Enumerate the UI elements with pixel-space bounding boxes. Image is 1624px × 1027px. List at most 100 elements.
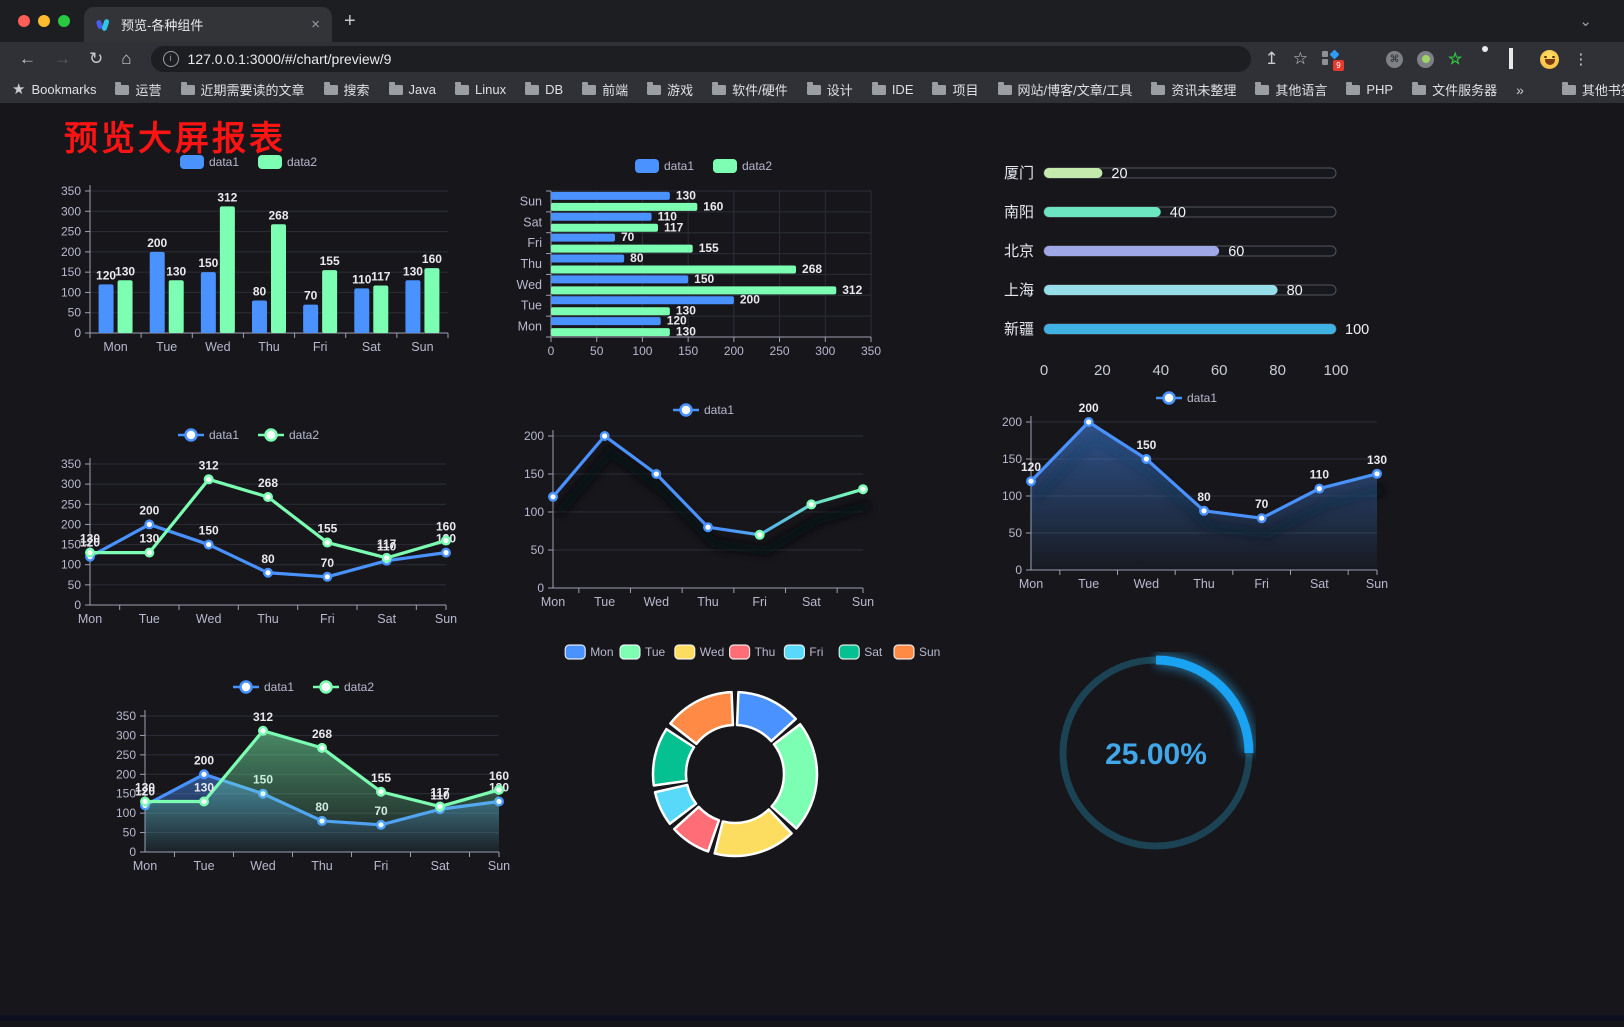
zoom-window-button[interactable]	[58, 15, 70, 27]
svg-text:Wed: Wed	[517, 278, 543, 292]
svg-text:80: 80	[261, 552, 275, 566]
bookmark-label: 网站/博客/文章/工具	[1017, 83, 1133, 98]
svg-text:250: 250	[770, 344, 790, 358]
bookmark-folder-1[interactable]: 近期需要读的文章	[180, 80, 305, 99]
bookmark-folder-5[interactable]: DB	[525, 81, 563, 97]
bookmark-folder-3[interactable]: Java	[388, 81, 436, 97]
legend[interactable]: data1 data2	[180, 155, 317, 169]
svg-text:110: 110	[352, 272, 372, 286]
bookmark-folder-0[interactable]: 运营	[115, 80, 162, 99]
svg-text:100: 100	[524, 505, 544, 519]
svg-text:Wed: Wed	[700, 645, 724, 659]
svg-text:0: 0	[548, 344, 555, 358]
svg-text:250: 250	[116, 748, 136, 762]
folder-icon	[1151, 81, 1166, 95]
address-bar[interactable]: i 127.0.0.1:3000/#/chart/preview/9	[150, 46, 1251, 72]
gem-extension-icon[interactable]	[1354, 50, 1372, 68]
home-icon[interactable]: ⌂	[121, 49, 132, 68]
legend[interactable]: data1	[673, 403, 734, 417]
svg-text:Tue: Tue	[1078, 577, 1099, 591]
green-star-extension-icon[interactable]: ☆	[1448, 50, 1463, 68]
svg-text:312: 312	[217, 190, 237, 204]
site-info-icon[interactable]: i	[162, 51, 179, 67]
extensions-puzzle-icon[interactable]	[1476, 50, 1494, 68]
svg-text:data1: data1	[704, 403, 734, 417]
recorder-extension-icon[interactable]	[1417, 50, 1435, 68]
close-window-button[interactable]	[18, 15, 30, 27]
svg-text:Sun: Sun	[411, 340, 433, 354]
tab-search-chevron-icon[interactable]: ⌄	[1579, 13, 1592, 30]
bookmark-label: 软件/硬件	[732, 83, 788, 98]
svg-text:312: 312	[253, 710, 273, 724]
svg-text:50: 50	[123, 826, 137, 840]
bookmark-label: Java	[408, 82, 436, 97]
tab-close-icon[interactable]: ×	[311, 16, 320, 33]
bookmark-folder-15[interactable]: PHP	[1346, 81, 1393, 97]
browser-menu-icon[interactable]: ⋮	[1573, 51, 1589, 68]
url-text[interactable]: 127.0.0.1:3000/#/chart/preview/9	[187, 51, 392, 67]
command-extension-icon[interactable]: ⌘	[1386, 50, 1404, 68]
svg-text:0: 0	[74, 326, 81, 340]
bookmark-folder-8[interactable]: 软件/硬件	[712, 80, 788, 99]
legend[interactable]: Mon Tue Wed Thu Fri Sat Sun	[564, 644, 940, 660]
bookmark-folder-9[interactable]: 设计	[806, 80, 853, 99]
bookmarks-overflow-chevron[interactable]: »	[1516, 81, 1524, 98]
svg-text:Mon: Mon	[78, 612, 102, 626]
bookmark-folder-11[interactable]: 项目	[932, 80, 979, 99]
bookmark-other[interactable]: 其他书签	[1561, 80, 1624, 99]
svg-text:data1: data1	[264, 680, 294, 694]
bookmark-folder-12[interactable]: 网站/博客/文章/工具	[997, 80, 1133, 99]
bookmark-folder-7[interactable]: 游戏	[647, 80, 693, 99]
svg-text:Mon: Mon	[1019, 577, 1043, 591]
bookmark-label: 前端	[602, 83, 629, 98]
svg-text:130: 130	[139, 532, 159, 546]
legend[interactable]: data1 data2	[178, 428, 319, 442]
folder-icon	[1255, 81, 1270, 95]
bookmark-folder-6[interactable]: 前端	[582, 80, 628, 99]
bookmarks-bar: ★ Bookmarks 运营 近期需要读的文章 搜索 Java Linux DB 前端 游戏 软件/…	[0, 76, 1624, 103]
reload-icon[interactable]: ↻	[89, 49, 104, 68]
svg-text:Thu: Thu	[697, 595, 719, 609]
svg-text:130: 130	[135, 780, 155, 794]
svg-text:Fri: Fri	[320, 612, 335, 626]
legend[interactable]: data1 data2	[635, 159, 772, 173]
svg-text:0: 0	[129, 845, 136, 859]
folder-icon	[1561, 81, 1576, 95]
two-series-line-chart: 0 50 100 150 200 250 300 350 Mon Tue Wed Thu Fri Sat S…	[40, 418, 460, 635]
svg-text:350: 350	[861, 344, 881, 358]
site-favicon-icon	[95, 18, 112, 32]
svg-text:Sat: Sat	[864, 645, 883, 659]
legend[interactable]: data1 data2	[233, 680, 374, 694]
profile-avatar[interactable]	[1540, 49, 1560, 69]
folder-icon	[388, 81, 403, 95]
legend[interactable]: data1	[1156, 391, 1217, 405]
svg-text:data2: data2	[742, 159, 772, 173]
svg-text:200: 200	[740, 293, 760, 307]
new-tab-button[interactable]: +	[344, 10, 356, 32]
svg-text:Wed: Wed	[644, 595, 670, 609]
bookmark-folder-14[interactable]: 其他语言	[1255, 80, 1327, 99]
svg-text:120: 120	[667, 314, 687, 328]
svg-text:Sat: Sat	[523, 215, 542, 229]
proxy-extension-icon[interactable]: 9	[1322, 49, 1345, 71]
bookmark-star-icon[interactable]: ☆	[1292, 49, 1309, 68]
bookmark-folder-4[interactable]: Linux	[455, 81, 506, 97]
bookmark-folder-2[interactable]: 搜索	[323, 80, 370, 99]
svg-text:268: 268	[268, 208, 288, 222]
svg-text:100: 100	[116, 806, 136, 820]
share-icon[interactable]: ↥	[1264, 49, 1279, 68]
bookmark-folder-10[interactable]: IDE	[871, 81, 913, 97]
forward-icon[interactable]: →	[54, 49, 71, 68]
bookmark-root[interactable]: ★ Bookmarks	[12, 82, 96, 97]
svg-text:Tue: Tue	[156, 340, 177, 354]
bookmark-folder-13[interactable]: 资讯未整理	[1151, 80, 1236, 99]
folder-icon	[455, 81, 469, 95]
svg-text:Fri: Fri	[313, 340, 328, 354]
browser-tab[interactable]: 预览-各种组件 ×	[84, 7, 332, 42]
svg-text:120: 120	[96, 268, 116, 282]
minimize-window-button[interactable]	[38, 15, 50, 27]
bookmark-folder-16[interactable]: 文件服务器	[1412, 80, 1497, 99]
svg-text:117: 117	[371, 270, 391, 284]
dark-reader-extension-icon[interactable]	[1508, 48, 1526, 69]
back-icon[interactable]: ←	[19, 49, 36, 68]
